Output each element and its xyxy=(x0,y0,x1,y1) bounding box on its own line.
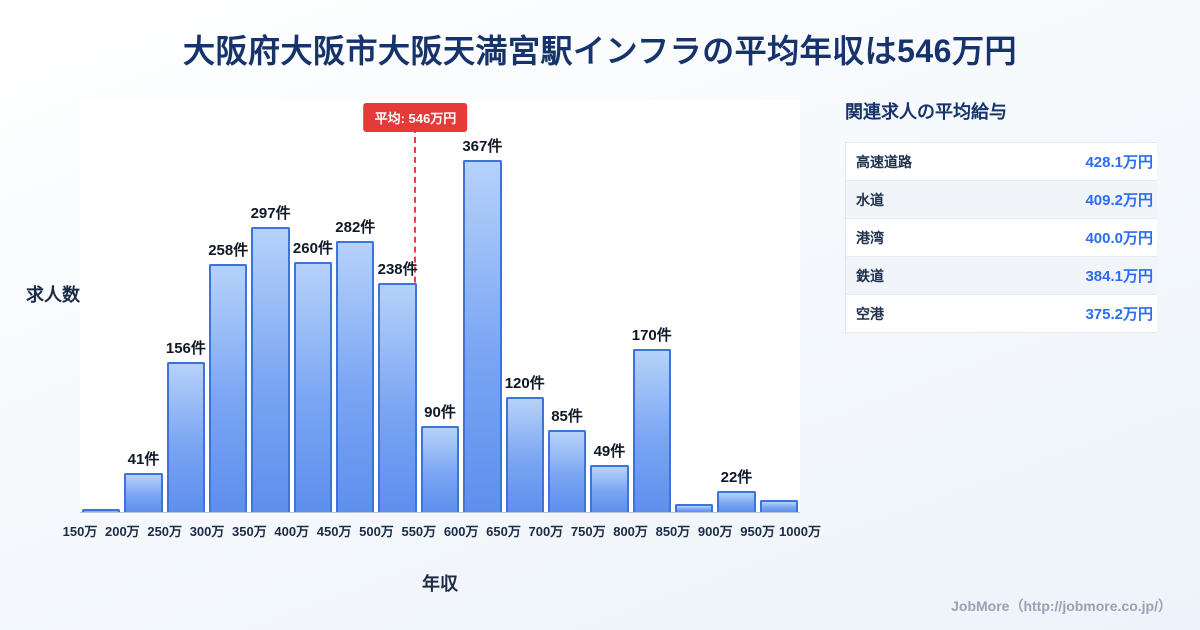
salary-histogram-plot: 平均: 546万円 41件 156件 258件 297件 260件 282件 238件 90件… xyxy=(80,100,800,513)
histogram-bar xyxy=(251,227,290,512)
histogram-bar xyxy=(463,160,502,512)
x-axis-label: 年収 xyxy=(422,574,458,594)
bar-count-label: 282件 xyxy=(335,219,376,236)
histogram-bar xyxy=(759,500,798,512)
bar-count-label: 90件 xyxy=(424,404,456,421)
histogram-bar xyxy=(378,283,417,512)
histogram-bar xyxy=(209,264,248,512)
bar-count-label: 170件 xyxy=(631,327,672,344)
job-salary-value: 375.2万円 xyxy=(1085,306,1153,323)
job-category-label: 港湾 xyxy=(856,229,884,246)
bar-count-label: 49件 xyxy=(593,443,626,460)
histogram-bar xyxy=(590,465,629,512)
related-job-row: 水道 409.2万円 xyxy=(846,181,1157,219)
histogram-bar xyxy=(420,426,460,512)
histogram-bar xyxy=(632,349,671,512)
x-tick-label: 450万 xyxy=(316,524,352,539)
job-category-label: 鉄道 xyxy=(856,267,884,284)
histogram-bar xyxy=(674,504,714,512)
x-tick-label: 250万 xyxy=(147,524,183,539)
x-tick-label: 1000万 xyxy=(779,524,821,539)
bar-count-label: 156件 xyxy=(165,340,206,357)
histogram-bar xyxy=(717,491,756,512)
x-tick-label: 200万 xyxy=(104,524,140,539)
x-tick-label: 900万 xyxy=(697,524,733,539)
panel-title: 関連求人の平均給与 xyxy=(845,102,1007,122)
histogram-bar xyxy=(82,509,121,512)
histogram-bar xyxy=(547,430,587,512)
bar-count-label: 85件 xyxy=(551,408,583,425)
job-salary-value: 409.2万円 xyxy=(1085,192,1153,209)
bar-count-label: 238件 xyxy=(377,261,418,278)
x-tick-label: 500万 xyxy=(359,524,394,539)
bar-count-label: 260件 xyxy=(292,240,333,257)
job-category-label: 高速道路 xyxy=(856,153,912,170)
bar-count-label: 120件 xyxy=(504,375,545,392)
related-jobs-table: 高速道路 428.1万円水道 409.2万円港湾 400.0万円鉄道 384.1万円空港… xyxy=(845,142,1157,333)
job-salary-value: 384.1万円 xyxy=(1085,268,1153,285)
footer-credit: JobMore（http://jobmore.co.jp/） xyxy=(951,598,1172,614)
related-jobs-panel: 関連求人の平均給与 高速道路 428.1万円水道 409.2万円港湾 400.0万円鉄… xyxy=(845,98,1157,333)
related-job-row: 鉄道 384.1万円 xyxy=(846,257,1157,295)
job-salary-value: 400.0万円 xyxy=(1085,230,1153,247)
job-salary-value: 428.1万円 xyxy=(1085,154,1153,171)
x-tick-label: 950万 xyxy=(740,524,775,539)
average-badge: 平均: 546万円 xyxy=(363,103,468,132)
bar-count-label: 258件 xyxy=(208,242,249,259)
bar-count-label: 367件 xyxy=(462,138,503,155)
bar-count-label: 22件 xyxy=(720,469,753,486)
related-job-row: 港湾 400.0万円 xyxy=(846,219,1157,257)
x-tick-label: 550万 xyxy=(401,524,437,539)
y-axis-label: 求人数 xyxy=(26,285,80,305)
histogram-bar xyxy=(293,262,333,512)
x-tick-label: 350万 xyxy=(232,524,267,539)
histogram-bar xyxy=(336,241,375,512)
x-axis-ticks: 150万 200万 250万 300万 350万 400万 450万 500万 550万 600万… xyxy=(63,521,821,541)
related-job-row: 空港 375.2万円 xyxy=(846,295,1157,333)
page-title: 大阪府大阪市大阪天満宮駅インフラの平均年収は546万円 xyxy=(183,33,1017,69)
x-tick-label: 600万 xyxy=(443,524,479,539)
bar-count-label: 41件 xyxy=(127,451,160,468)
histogram-bar xyxy=(505,397,544,512)
x-tick-label: 850万 xyxy=(655,524,691,539)
x-tick-label: 150万 xyxy=(62,524,98,539)
x-tick-label: 700万 xyxy=(528,524,564,539)
x-tick-label: 800万 xyxy=(613,524,648,539)
job-category-label: 水道 xyxy=(856,191,884,208)
job-category-label: 空港 xyxy=(856,305,884,322)
x-tick-label: 650万 xyxy=(486,524,521,539)
x-tick-label: 750万 xyxy=(570,524,606,539)
related-job-row: 高速道路 428.1万円 xyxy=(846,143,1157,181)
bar-count-label: 297件 xyxy=(250,205,291,222)
x-tick-label: 400万 xyxy=(274,524,310,539)
x-tick-label: 300万 xyxy=(189,524,225,539)
histogram-bar xyxy=(124,473,163,512)
histogram-bar xyxy=(166,362,206,512)
